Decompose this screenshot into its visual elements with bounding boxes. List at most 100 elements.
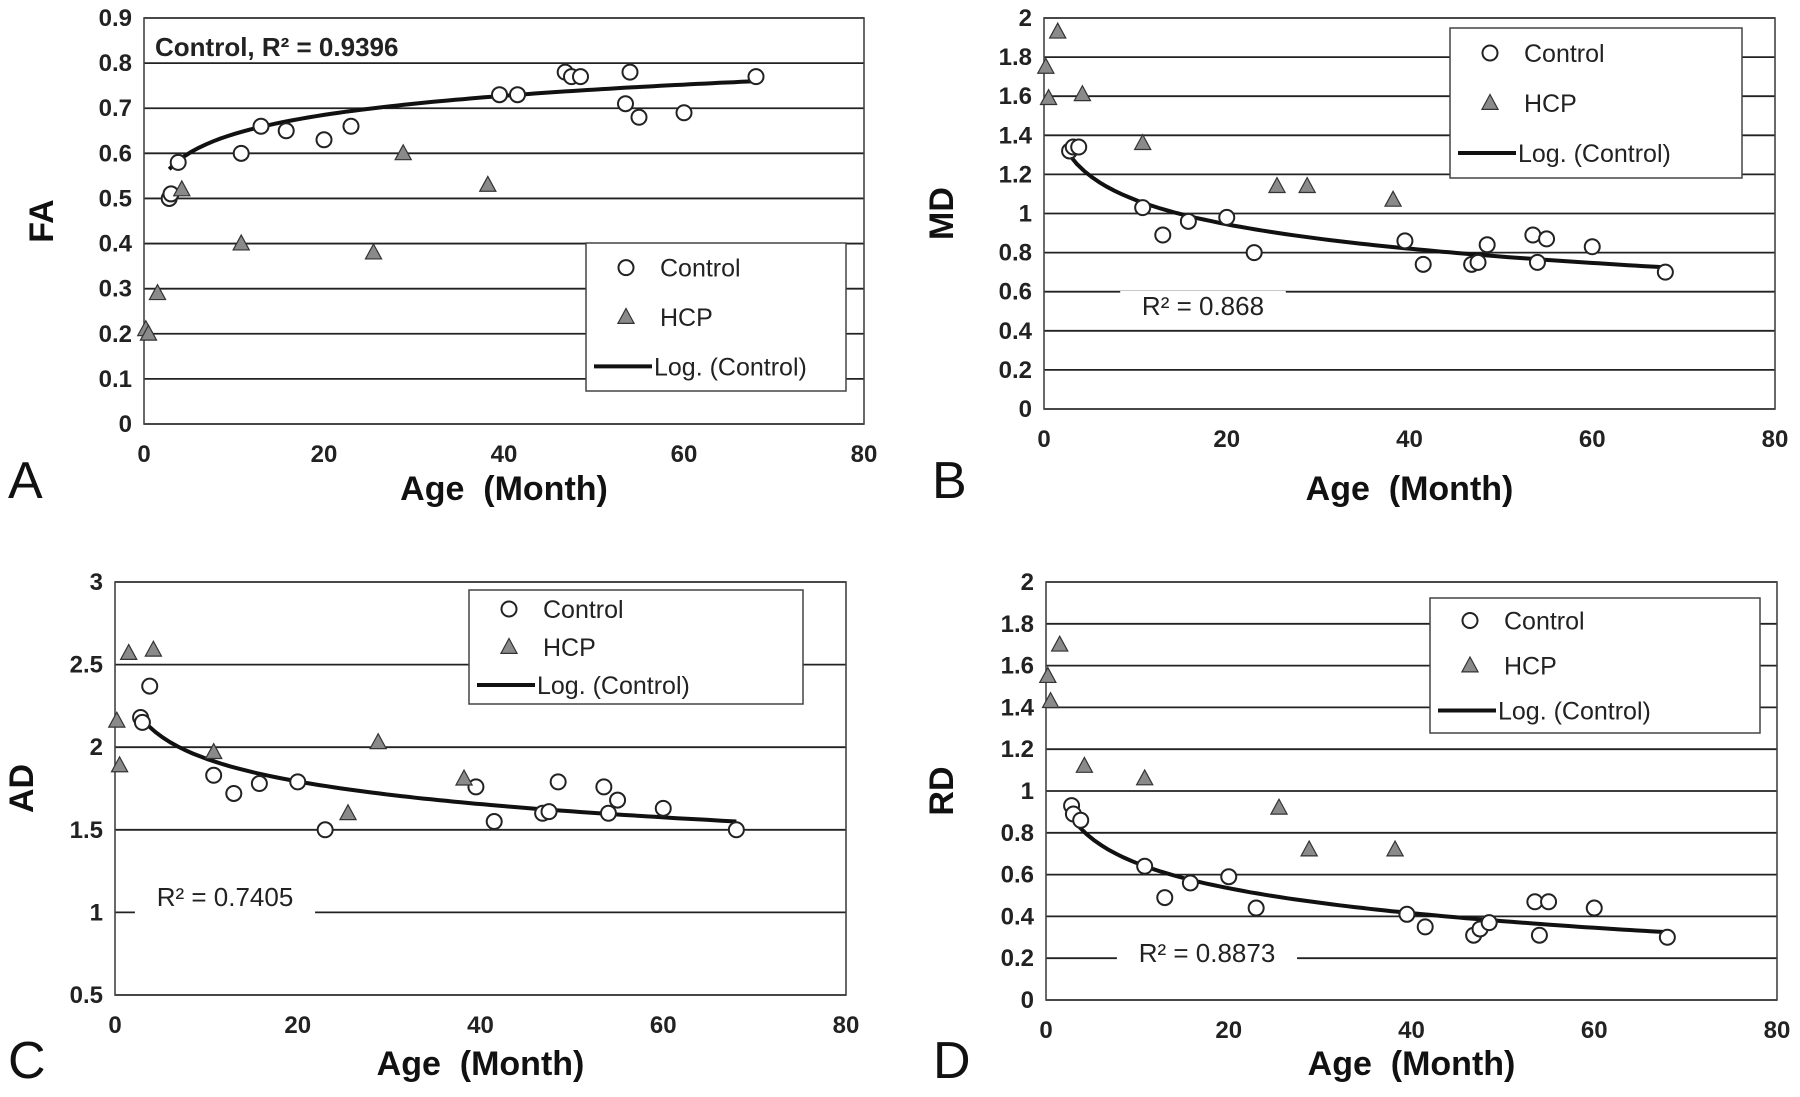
y-tick-label: 0.8 (99, 50, 132, 77)
y-tick-label: 0 (1021, 987, 1034, 1014)
hcp-point (369, 732, 388, 750)
x-tick-label: 40 (1396, 426, 1423, 453)
hcp-point (1267, 176, 1287, 194)
control-point (491, 86, 508, 104)
x-axis-title: Age (Month) (377, 1045, 585, 1083)
hcp-point (1039, 88, 1058, 106)
y-tick-label: 1.4 (1001, 694, 1035, 721)
legend-hcp-marker (499, 637, 519, 654)
y-axis-title: MD (923, 187, 961, 240)
hcp-point (1036, 57, 1055, 74)
r-squared-annotation: R² = 0.7405 (157, 882, 294, 912)
y-tick-label: 1 (1021, 778, 1034, 805)
y-axis-title: FA (23, 199, 61, 242)
r-squared-annotation: R² = 0.8873 (1139, 938, 1276, 968)
y-tick-label: 0.6 (99, 140, 132, 167)
control-point (205, 766, 223, 784)
hcp-point (139, 324, 158, 341)
control-point (315, 131, 333, 149)
control-point (316, 821, 334, 839)
control-point (141, 677, 159, 695)
r-squared-annotation: R² = 0.868 (1142, 291, 1264, 321)
plot-frame (1043, 17, 1776, 410)
hcp-point (1075, 756, 1094, 773)
control-point (595, 778, 613, 796)
y-tick-label: 0.8 (1001, 820, 1034, 847)
control-point (342, 117, 360, 135)
hcp-point (1050, 634, 1069, 652)
control-point (1070, 138, 1088, 156)
x-axis-title: Age (Month) (1306, 470, 1514, 508)
legend-label: Log. (Control) (537, 672, 690, 700)
legend-box (468, 589, 804, 705)
y-tick-label: 1 (1019, 201, 1032, 228)
control-point (250, 775, 268, 793)
legend-label: Log. (Control) (654, 353, 807, 381)
y-tick-label: 0 (119, 411, 132, 438)
panel-d: 00.20.40.60.811.21.41.61.820 20 40 60 80Age … (923, 569, 1790, 1090)
control-point (1416, 918, 1434, 936)
hcp-point (110, 755, 129, 773)
hcp-point (364, 242, 383, 260)
x-tick-label: 60 (1581, 1017, 1608, 1044)
legend-hcp-marker (1460, 655, 1480, 673)
control-point (1179, 212, 1197, 230)
control-point (654, 799, 672, 817)
legend-control-marker (1461, 612, 1479, 629)
control-point (225, 784, 243, 802)
annotation-backdrop (1120, 291, 1286, 329)
y-tick-label: 2.5 (70, 652, 103, 679)
control-point (727, 821, 745, 839)
control-point (1218, 208, 1236, 226)
y-tick-label: 1.6 (1001, 653, 1034, 680)
legend-hcp-marker (616, 307, 636, 324)
control-point (572, 68, 589, 86)
y-tick-label: 1.8 (999, 44, 1032, 71)
legend-label: Control (1524, 40, 1605, 68)
x-tick-label: 20 (311, 441, 338, 468)
control-point (1480, 914, 1498, 932)
y-tick-label: 2 (1019, 5, 1032, 32)
y-tick-label: 0.3 (99, 276, 132, 303)
hcp-point (1038, 666, 1057, 684)
control-point (277, 122, 295, 140)
hcp-point (1269, 797, 1289, 815)
hcp-point (1300, 839, 1319, 857)
y-tick-label: 0.4 (1001, 903, 1035, 930)
control-point (609, 791, 627, 809)
legend: Control HCP Log. (Control) (1449, 27, 1743, 179)
x-axis-title: Age (Month) (1308, 1045, 1516, 1083)
control-point (232, 144, 250, 162)
x-tick-label: 0 (1039, 1017, 1052, 1044)
x-tick-label: 80 (833, 1012, 860, 1039)
control-point (169, 153, 187, 171)
y-tick-label: 0.5 (70, 982, 103, 1009)
hcp-point (119, 643, 138, 661)
control-point (252, 117, 270, 135)
y-axis-title: AD (3, 764, 41, 813)
y-tick-label: 1.5 (70, 817, 103, 844)
y-axis-title: RD (923, 766, 961, 815)
control-point (1469, 253, 1487, 271)
control-point (1134, 199, 1152, 217)
hcp-point (1133, 133, 1152, 151)
control-point (1136, 857, 1154, 875)
x-tick-label: 0 (1037, 426, 1050, 453)
x-tick-label: 20 (284, 1012, 311, 1039)
legend-control-marker (617, 259, 635, 277)
plot-frame (114, 581, 847, 996)
y-tick-label: 0.9 (99, 5, 132, 32)
control-point (1583, 238, 1601, 256)
y-tick-label: 1.2 (999, 161, 1032, 188)
control-point (1538, 230, 1556, 248)
y-tick-label: 3 (90, 569, 103, 596)
control-point (133, 713, 151, 731)
log-control-trendline (1070, 816, 1668, 935)
control-point (1585, 899, 1603, 917)
control-point (1396, 232, 1414, 250)
control-point (485, 813, 503, 831)
control-point (1398, 905, 1416, 923)
control-point (1245, 244, 1263, 262)
legend-hcp-marker (1480, 93, 1500, 110)
hcp-point (1383, 190, 1403, 207)
